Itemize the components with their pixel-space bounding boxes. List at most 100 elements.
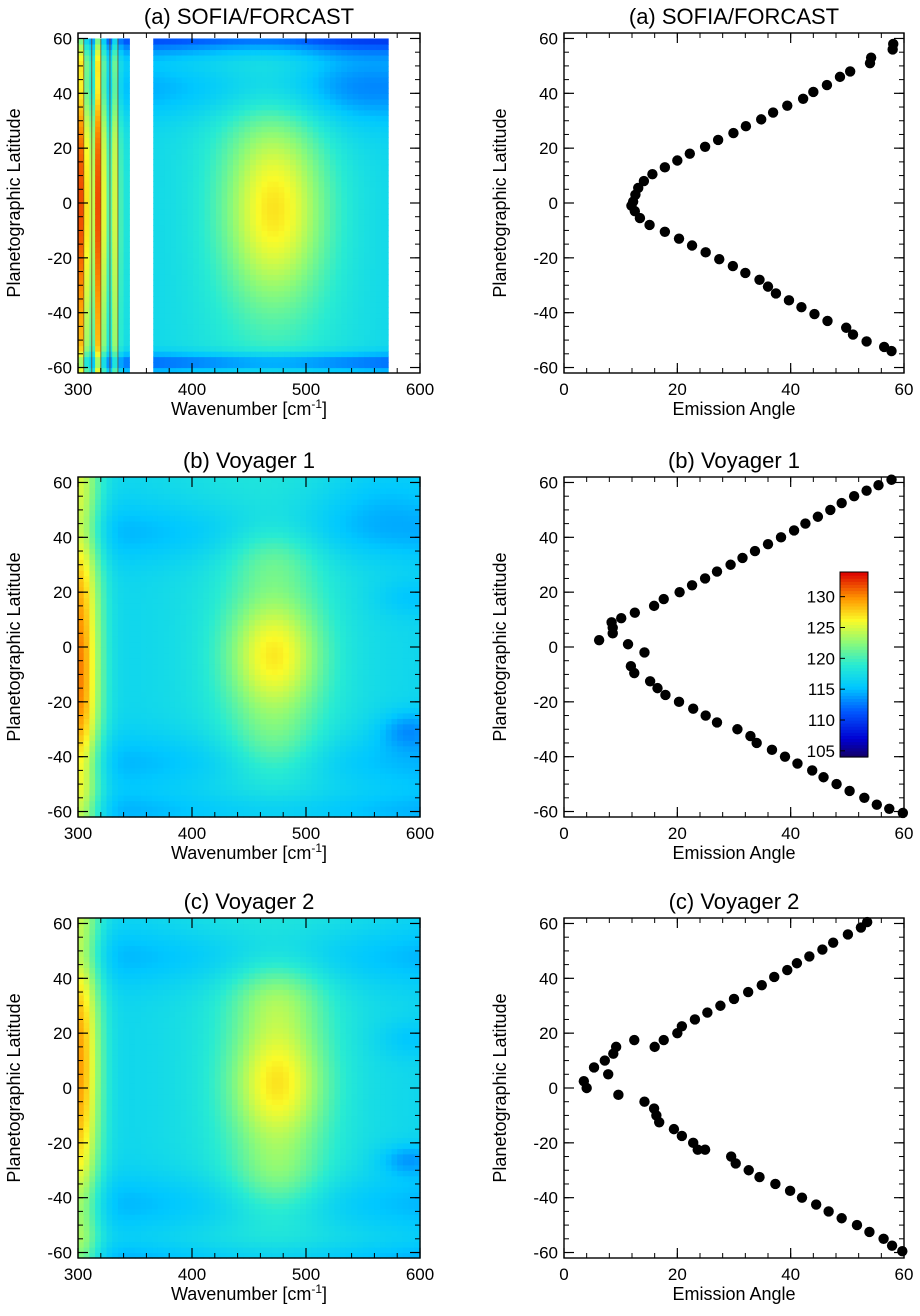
heatmap-cell	[135, 751, 142, 758]
heatmap-cell	[78, 246, 85, 253]
heatmap-cell	[197, 630, 204, 637]
heatmap-cell	[153, 109, 160, 116]
heatmap-cell	[174, 559, 182, 566]
heatmap-cell	[352, 257, 360, 264]
heatmap-cell	[78, 559, 85, 566]
heatmap-cell	[209, 767, 216, 774]
heatmap-cell	[163, 608, 170, 615]
heatmap-cell	[290, 181, 297, 188]
heatmap-cell	[140, 581, 147, 588]
heatmap-cell	[278, 38, 285, 45]
heatmap-cell	[146, 636, 153, 643]
heatmap-cell	[204, 60, 211, 67]
heatmap-cell	[176, 213, 183, 221]
heatmap-cell	[129, 559, 136, 566]
heatmap-cell	[163, 668, 170, 676]
heatmap-cell	[89, 197, 96, 204]
heatmap-cell	[78, 115, 85, 122]
heatmap-cell	[255, 307, 263, 314]
heatmap-cell	[170, 241, 177, 248]
heatmap-cell	[123, 153, 130, 160]
heatmap-cell	[117, 800, 125, 807]
heatmap-cell	[89, 43, 96, 51]
heatmap-cell	[210, 362, 217, 369]
heatmap-cell	[186, 597, 193, 604]
heatmap-cell	[153, 71, 160, 78]
heatmap-cell	[153, 263, 160, 270]
heatmap-cell	[307, 93, 314, 100]
heatmap-cell	[329, 263, 337, 270]
heatmap-cell	[272, 181, 280, 188]
heatmap-cell	[341, 263, 348, 270]
heatmap-cell	[140, 652, 147, 659]
heatmap-cell	[95, 509, 102, 516]
heatmap-cell	[100, 76, 108, 83]
y-tick-label: 40	[539, 84, 558, 103]
heatmap-cell	[112, 131, 119, 138]
heatmap-cell	[169, 663, 176, 670]
heatmap-cell	[180, 668, 187, 676]
heatmap-cell	[250, 87, 257, 94]
heatmap-cell	[301, 274, 308, 281]
heatmap-cell	[158, 246, 166, 253]
heatmap-cell	[284, 235, 291, 242]
heatmap-cell	[95, 301, 102, 308]
heatmap-cell	[112, 148, 119, 155]
heatmap-cell	[272, 367, 280, 374]
heatmap-cell	[140, 679, 147, 686]
heatmap-cell	[210, 279, 217, 286]
heatmap-cell	[301, 340, 308, 347]
heatmap-cell	[381, 159, 388, 166]
heatmap-cell	[117, 504, 125, 511]
heatmap-cell	[369, 115, 377, 122]
heatmap-cell	[329, 115, 337, 122]
heatmap-cell	[198, 296, 206, 303]
heatmap-cell	[204, 159, 211, 166]
heatmap-cell	[250, 268, 257, 275]
heatmap-cell	[197, 597, 204, 604]
heatmap-cell	[78, 800, 85, 807]
heatmap-cell	[112, 230, 119, 237]
heatmap-cell	[83, 751, 90, 758]
heatmap-cell	[123, 696, 130, 703]
heatmap-cell	[193, 301, 200, 308]
heatmap-cell	[186, 767, 193, 774]
heatmap-cell	[117, 307, 125, 314]
heatmap-cell	[129, 526, 136, 533]
heatmap-cell	[307, 367, 314, 374]
heatmap-cell	[129, 592, 136, 599]
heatmap-cell	[163, 509, 170, 516]
y-axis-label: Planetographic Latitude	[4, 108, 24, 297]
y-tick-label: 20	[53, 139, 72, 158]
heatmap-cell	[369, 197, 377, 204]
heatmap-cell	[112, 175, 119, 182]
heatmap-cell	[112, 290, 119, 297]
heatmap-cell	[364, 235, 371, 242]
heatmap-cell	[192, 477, 199, 484]
heatmap-cell	[140, 806, 147, 813]
heatmap-cell	[112, 323, 119, 330]
heatmap-cell	[78, 334, 85, 341]
heatmap-cell	[106, 592, 113, 599]
heatmap-cell	[106, 477, 113, 484]
heatmap-cell	[290, 98, 297, 105]
heatmap-cell	[146, 723, 153, 730]
heatmap-cell	[272, 153, 280, 160]
heatmap-cell	[83, 553, 90, 560]
heatmap-cell	[204, 109, 211, 116]
heatmap-cell	[381, 49, 388, 56]
heatmap-cell	[95, 487, 102, 495]
heatmap-cell	[318, 257, 325, 264]
heatmap-cell	[174, 652, 182, 659]
heatmap-cell	[203, 740, 210, 747]
heatmap-cell	[204, 345, 211, 352]
heatmap-cell	[193, 54, 200, 62]
heatmap-cell	[221, 224, 228, 232]
heatmap-cell	[369, 367, 377, 374]
heatmap-cell	[158, 115, 166, 122]
heatmap-cell	[78, 487, 85, 495]
heatmap-cell	[100, 619, 108, 626]
heatmap-cell	[364, 54, 371, 62]
heatmap-cell	[375, 279, 382, 286]
